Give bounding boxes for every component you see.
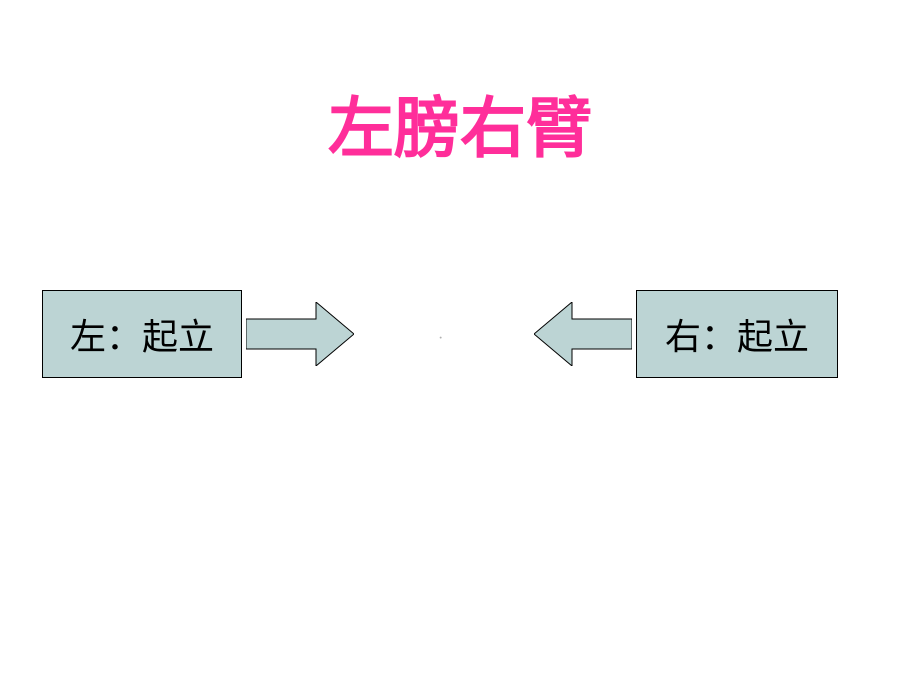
right-box-label: 右：起立 [665,308,809,360]
left-box: 左：起立 [42,290,242,378]
right-box: 右：起立 [636,290,838,378]
arrow-right-icon [246,302,354,366]
arrow-right [246,302,354,371]
page-title: 左膀右臂 [328,75,592,171]
center-dot: · [438,330,443,348]
arrow-left [534,302,632,371]
arrow-left-icon [534,302,632,366]
left-box-label: 左：起立 [70,308,214,360]
